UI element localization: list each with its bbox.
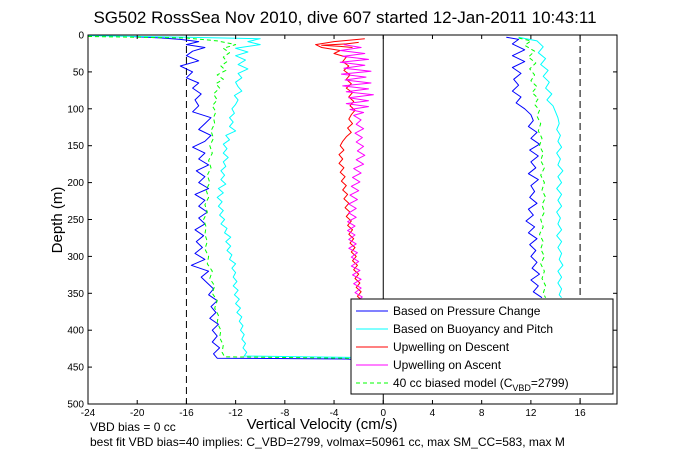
series-line-2-1: [321, 41, 359, 48]
y-axis-ticks: 0 50 100 150 200 250 300 350 400 450 500: [67, 31, 617, 411]
y-tick-label: 500: [67, 400, 84, 411]
series-line-4-1: [518, 37, 547, 298]
y-tick-label: 50: [73, 67, 85, 78]
x-tick-label: 4: [430, 408, 436, 419]
x-tick-label: 8: [479, 408, 485, 419]
series-line-1-1: [518, 36, 564, 299]
x-tick-label: 0: [380, 408, 386, 419]
x-tick-label: 12: [525, 408, 537, 419]
y-tick-label: 0: [78, 31, 84, 42]
y-tick-label: 450: [67, 363, 84, 374]
y-tick-label: 300: [67, 252, 84, 263]
legend-label-1: Based on Buoyancy and Pitch: [393, 322, 553, 336]
x-tick-label: -12: [228, 408, 243, 419]
y-tick-label: 250: [67, 215, 84, 226]
x-tick-label: -4: [330, 408, 339, 419]
chart-title: SG502 RossSea Nov 2010, dive 607 started…: [93, 8, 596, 27]
series-line-0-0: [131, 36, 378, 361]
legend-label-0: Based on Pressure Change: [393, 304, 541, 318]
vbd-bias-note: VBD bias = 0 cc: [90, 420, 176, 434]
x-tick-label: 16: [575, 408, 587, 419]
x-axis-label: Vertical Velocity (cm/s): [247, 416, 398, 433]
series-line-4-0: [88, 36, 378, 361]
legend-box: [350, 298, 614, 395]
x-tick-label: -8: [280, 408, 289, 419]
legend: Based on Pressure Change Based on Buoyanc…: [350, 298, 614, 395]
legend-label-2: Upwelling on Descent: [393, 340, 510, 354]
x-tick-label: -16: [179, 408, 194, 419]
y-tick-label: 150: [67, 141, 84, 152]
series-line-3-0: [339, 44, 374, 355]
y-axis-label: Depth (m): [49, 187, 66, 254]
legend-label-3: Upwelling on Ascent: [393, 358, 502, 372]
series-line-0-1: [506, 36, 543, 299]
best-fit-note: best fit VBD bias=40 implies: C_VBD=2799…: [90, 435, 565, 449]
x-axis-ticks: -24 -20 -16 -12 -8 -4 0 4 8 12 16: [81, 35, 586, 419]
series-layer: [88, 35, 564, 361]
x-tick-label: -20: [130, 408, 145, 419]
y-tick-label: 200: [67, 178, 84, 189]
y-tick-label: 400: [67, 326, 84, 337]
y-tick-label: 100: [67, 104, 84, 115]
x-tick-label: -24: [81, 408, 96, 419]
y-tick-label: 350: [67, 289, 84, 300]
series-line-1-0: [88, 35, 378, 360]
